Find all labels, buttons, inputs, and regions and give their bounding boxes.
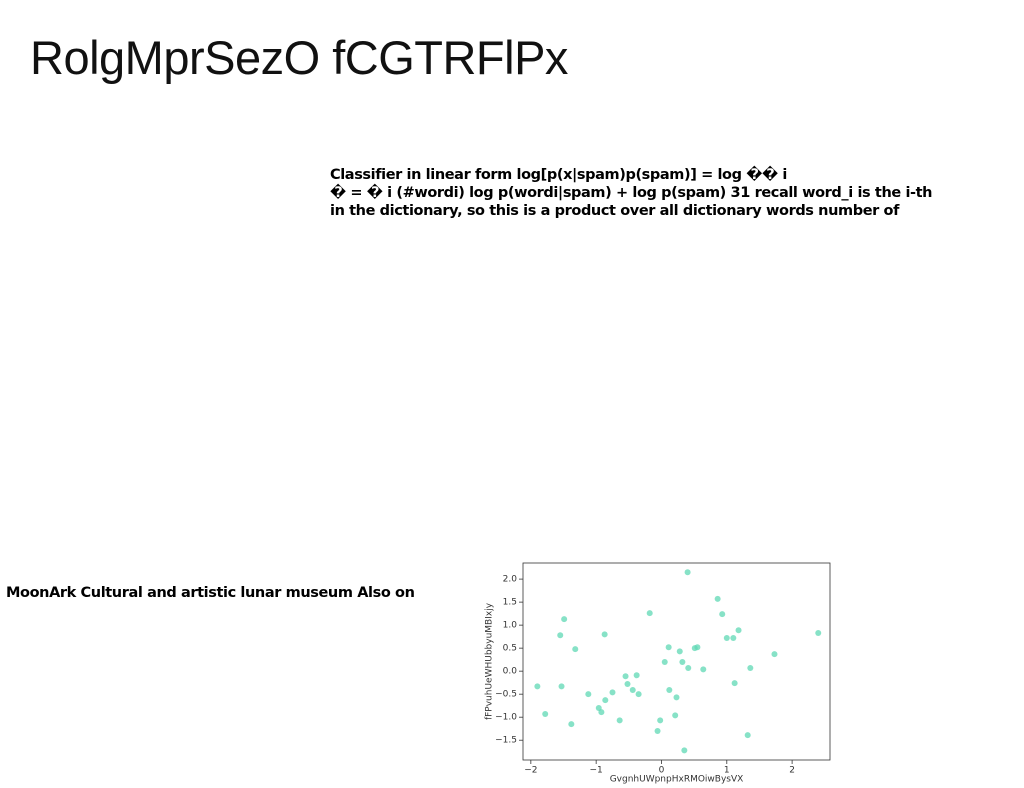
point [714, 595, 721, 602]
point [694, 644, 701, 651]
point [622, 673, 629, 680]
point [723, 635, 730, 642]
point [665, 644, 672, 651]
point [629, 687, 636, 694]
point [616, 717, 623, 724]
title: RolgMprSezO fCGTRFlPx [30, 31, 568, 84]
point [719, 611, 726, 618]
point [771, 651, 778, 658]
point [679, 658, 686, 665]
point [672, 712, 679, 719]
point [744, 732, 751, 739]
x-tick-label: 2 [789, 766, 795, 776]
y-tick-label: 0.0 [503, 667, 518, 677]
point [601, 631, 608, 638]
x-axis-label: GvgnhUWpnpHxRMOiwBysVX [610, 775, 744, 785]
point [585, 691, 592, 698]
body-line: � = � i (#wordi) log p(wordi|spam) + log… [330, 185, 933, 201]
point [747, 664, 754, 671]
y-tick-label: 1.5 [503, 598, 517, 608]
point [542, 710, 549, 717]
point [657, 717, 664, 724]
point [661, 658, 668, 665]
plot-frame [522, 562, 831, 761]
x-tick-label: −1 [590, 766, 603, 776]
caption: MoonArk Cultural and artistic lunar muse… [6, 585, 415, 601]
y-axis-label: fFPvuhUeWHUbbyuMBIxjy [485, 602, 495, 720]
x-tick-label: −2 [524, 766, 537, 776]
point [598, 709, 605, 716]
point [666, 687, 673, 694]
point [558, 683, 565, 690]
x-tick-label: 0 [659, 766, 665, 776]
point [633, 672, 640, 679]
point [568, 721, 575, 728]
body-line: in the dictionary, so this is a product … [330, 203, 900, 219]
y-tick-label: −0.5 [495, 690, 517, 700]
point [609, 689, 616, 696]
point [731, 680, 738, 687]
y-tick-label: −1.0 [495, 713, 517, 723]
y-tick-label: 0.5 [503, 644, 517, 654]
point [654, 728, 661, 735]
point [681, 747, 688, 754]
point [602, 697, 609, 704]
y-tick-label: 1.0 [503, 621, 518, 631]
point [676, 648, 683, 655]
point [735, 627, 742, 634]
point [730, 635, 737, 642]
point [815, 629, 822, 636]
point [572, 646, 579, 653]
x-tick-label: 1 [724, 766, 730, 776]
point [624, 681, 631, 688]
body-text: Classifier in linear form log[p(x|spam)p… [330, 166, 933, 220]
point [557, 632, 564, 639]
point [635, 691, 642, 698]
point [646, 610, 653, 617]
y-tick-label: −1.5 [495, 736, 517, 746]
point [684, 569, 691, 576]
body-line: Classifier in linear form log[p(x|spam)p… [330, 167, 787, 183]
point [561, 616, 568, 623]
point [685, 664, 692, 671]
point [534, 683, 541, 690]
y-tick-label: 2.0 [503, 575, 518, 585]
point [673, 694, 680, 701]
point [700, 666, 707, 673]
